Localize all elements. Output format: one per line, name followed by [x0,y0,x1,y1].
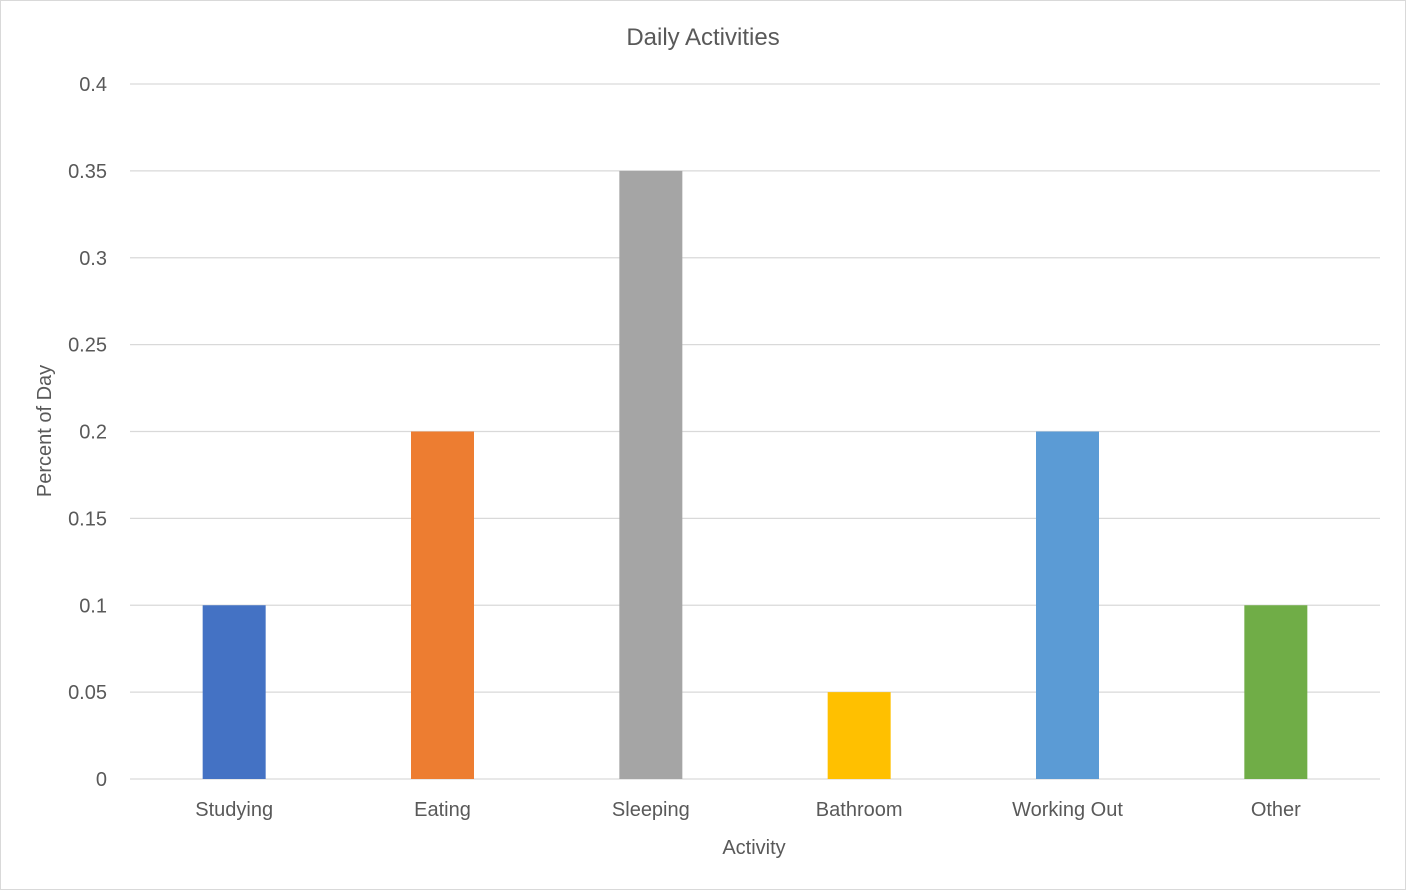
y-tick-label: 0.15 [68,508,107,530]
bar-studying [202,605,266,779]
y-tick-label: 0.4 [79,74,107,96]
y-tick-label: 0.35 [68,161,107,183]
y-tick-label: 0.25 [68,335,107,357]
bar-working-out [1036,431,1099,779]
x-tick-label: Bathroom [816,799,903,821]
y-axis-ticks: 0 0.05 0.1 0.15 0.2 0.25 0.3 0.35 0.4 [68,74,107,791]
x-tick-label: Other [1251,799,1301,821]
bar-sleeping [619,170,683,779]
bars [202,170,1308,779]
y-tick-label: 0.2 [79,422,107,444]
x-axis-title: Activity [722,837,785,859]
x-tick-label: Eating [414,799,471,821]
x-tick-label: Sleeping [612,799,690,821]
x-axis-ticks: Studying Eating Sleeping Bathroom Working Ou… [195,799,1301,821]
x-tick-label: Working Out [1012,799,1123,821]
y-tick-label: 0.3 [79,248,107,270]
y-tick-label: 0 [96,769,107,791]
chart-title: Daily Activities [626,24,779,51]
y-tick-label: 0.05 [68,682,107,704]
x-tick-label: Studying [195,799,273,821]
bar-other [1244,605,1308,779]
y-axis-title: Percent of Day [34,365,56,497]
bar-eating [411,431,474,779]
bar-bathroom [827,692,891,779]
y-tick-label: 0.1 [79,595,107,617]
gridlines [130,83,1380,780]
